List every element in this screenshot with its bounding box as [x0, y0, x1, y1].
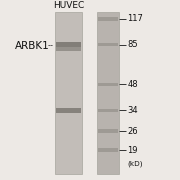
Bar	[98, 148, 118, 152]
Bar	[98, 17, 118, 21]
Bar	[98, 43, 118, 46]
Text: --: --	[47, 42, 53, 51]
Text: HUVEC: HUVEC	[53, 1, 84, 10]
Bar	[98, 83, 118, 86]
Text: 19: 19	[127, 145, 138, 154]
Bar	[56, 48, 81, 51]
Bar	[56, 42, 81, 47]
Text: (kD): (kD)	[127, 161, 143, 167]
Text: ARBK1: ARBK1	[15, 41, 50, 51]
Bar	[56, 108, 81, 112]
Text: 48: 48	[127, 80, 138, 89]
Bar	[97, 12, 119, 174]
Bar	[98, 109, 118, 112]
Bar	[55, 12, 82, 174]
Bar	[98, 129, 118, 133]
Text: 85: 85	[127, 40, 138, 49]
Text: 26: 26	[127, 127, 138, 136]
Text: 117: 117	[127, 14, 143, 23]
Text: 34: 34	[127, 106, 138, 115]
